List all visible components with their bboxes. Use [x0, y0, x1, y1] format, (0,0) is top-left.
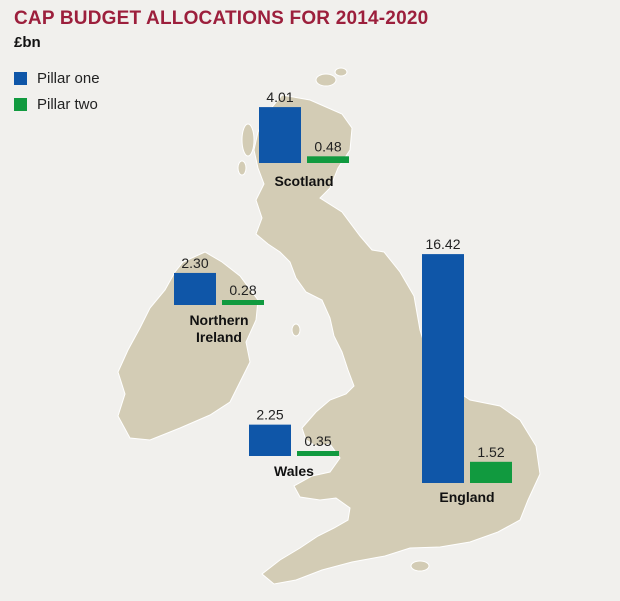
bar-scotland-pillar-one	[259, 107, 301, 163]
bar-wales-pillar-two	[297, 451, 339, 456]
data-label-northern-ireland-pillar-two: 0.28	[229, 282, 256, 298]
bars	[174, 107, 512, 483]
data-label-england-pillar-two: 1.52	[477, 444, 504, 460]
bar-england-pillar-two	[470, 461, 512, 483]
data-label-scotland-pillar-two: 0.48	[314, 138, 341, 154]
legend-label-pillar-one: Pillar one	[37, 69, 100, 87]
map-western-isles-2	[237, 160, 247, 176]
category-label-northern-ireland-line-1: Northern	[189, 312, 248, 328]
data-label-scotland-pillar-one: 4.01	[266, 89, 293, 105]
map-great-britain	[253, 94, 541, 585]
category-label-scotland: Scotland	[274, 173, 333, 189]
map-ireland	[117, 251, 259, 441]
map-western-isles	[241, 123, 255, 157]
legend-item-pillar-two: Pillar two	[14, 95, 98, 113]
map-orkney	[315, 73, 337, 87]
data-label-wales-pillar-one: 2.25	[256, 407, 283, 423]
uk-map	[117, 67, 541, 585]
bar-wales-pillar-one	[249, 424, 291, 456]
map-isle-of-wight	[410, 560, 430, 572]
bar-scotland-pillar-two	[307, 156, 349, 163]
bar-northern-ireland-pillar-one	[174, 272, 216, 305]
category-label-england: England	[439, 489, 494, 505]
chart-title: CAP BUDGET ALLOCATIONS FOR 2014-2020	[14, 8, 429, 29]
legend-swatch-pillar-two	[14, 97, 27, 111]
data-label-england-pillar-one: 16.42	[425, 236, 460, 252]
legend-swatch-pillar-one	[14, 71, 27, 85]
map-orkney-2	[334, 67, 348, 77]
category-label-northern-ireland-line-2: Ireland	[196, 329, 242, 345]
bar-england-pillar-one	[422, 254, 464, 483]
legend-item-pillar-one: Pillar one	[14, 69, 100, 87]
data-label-northern-ireland-pillar-one: 2.30	[181, 255, 208, 271]
legend-label-pillar-two: Pillar two	[37, 95, 98, 113]
map-isle-of-man	[291, 323, 301, 337]
category-label-wales: Wales	[274, 463, 314, 479]
data-label-wales-pillar-two: 0.35	[304, 433, 331, 449]
unit-label: £bn	[14, 34, 41, 51]
bar-northern-ireland-pillar-two	[222, 300, 264, 305]
